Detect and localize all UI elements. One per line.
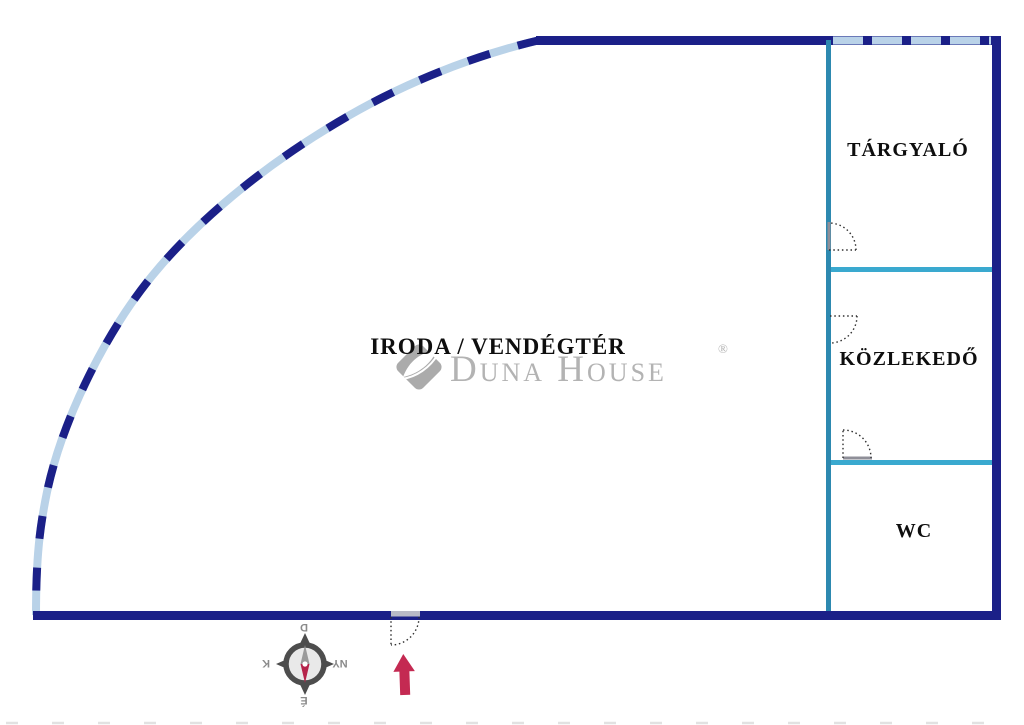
corridor-door	[829, 315, 858, 344]
compass-rose-icon: D É K NY	[262, 621, 348, 707]
room-label-main: IRODA / VENDÉGTÉR	[370, 334, 626, 359]
compass-needle-north-half	[300, 645, 310, 664]
right-wall	[992, 36, 1001, 620]
window-wall-curve-dashes	[32, 36, 541, 616]
divider-corridor-wc	[831, 460, 992, 465]
entrance-up-arrow-icon	[393, 654, 415, 696]
compass-label-right: NY	[332, 657, 348, 669]
registered-trademark-symbol: ®	[718, 341, 731, 356]
watermark-brand-text: Duna House	[450, 349, 667, 390]
room-label-wc: WC	[896, 520, 932, 542]
room-labels: IRODA / VENDÉGTÉR TÁRGYALÓ KÖZLEKEDŐ WC	[370, 137, 978, 542]
divider-meeting-corridor	[831, 267, 992, 272]
entrance-door	[390, 611, 420, 646]
meeting-room-window-base	[833, 36, 991, 45]
duna-house-watermark: Duna House ®	[396, 341, 731, 390]
duna-house-leaf-icon	[396, 344, 442, 390]
interior-walls	[826, 40, 992, 611]
compass-label-top: D	[300, 621, 308, 633]
compass-label-left: K	[262, 657, 270, 669]
compass-needle-south-half	[300, 664, 310, 683]
compass-label-bottom: É	[300, 694, 307, 707]
interior-wall-vertical	[826, 40, 831, 611]
window-wall-curve-base	[32, 36, 541, 616]
top-wall	[536, 36, 1001, 45]
bottom-wall	[33, 611, 1001, 620]
room-label-meeting: TÁRGYALÓ	[847, 137, 969, 161]
meeting-room-door	[827, 222, 857, 251]
exterior-walls	[32, 36, 1001, 620]
wc-door	[842, 429, 872, 460]
doors	[390, 222, 872, 646]
room-label-corridor: KÖZLEKEDŐ	[839, 346, 978, 370]
